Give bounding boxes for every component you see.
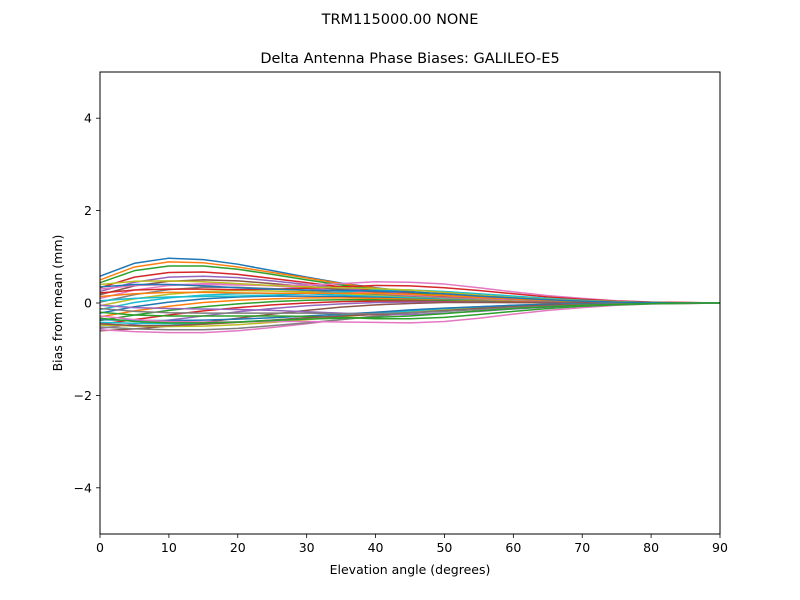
series-line-33 xyxy=(99,302,720,324)
x-tick-label: 30 xyxy=(299,540,315,555)
y-axis: −4 −2 0 2 4 xyxy=(74,111,100,495)
y-tick-label: 2 xyxy=(84,203,92,218)
x-tick-label: 90 xyxy=(712,540,728,555)
x-tick-label: 80 xyxy=(643,540,659,555)
y-tick-label: −4 xyxy=(74,480,92,495)
series-group xyxy=(99,257,721,334)
figure-suptitle: TRM115000.00 NONE xyxy=(321,12,479,28)
y-tick-label: 0 xyxy=(84,296,92,311)
plot-area xyxy=(99,71,721,535)
y-axis-label: Bias from mean (mm) xyxy=(50,235,65,372)
y-tick-label: 4 xyxy=(84,111,92,126)
x-axis: 0 10 20 30 40 50 60 70 80 90 xyxy=(96,534,728,555)
x-axis-label: Elevation angle (degrees) xyxy=(330,562,491,577)
x-tick-label: 0 xyxy=(96,540,104,555)
series-line-32 xyxy=(99,283,720,304)
x-tick-label: 50 xyxy=(436,540,452,555)
x-tick-label: 70 xyxy=(574,540,590,555)
y-tick-label: −2 xyxy=(74,388,92,403)
x-tick-label: 20 xyxy=(230,540,246,555)
chart-title: Delta Antenna Phase Biases: GALILEO-E5 xyxy=(260,51,559,67)
x-tick-label: 60 xyxy=(505,540,521,555)
x-tick-label: 40 xyxy=(368,540,384,555)
x-tick-label: 10 xyxy=(161,540,177,555)
